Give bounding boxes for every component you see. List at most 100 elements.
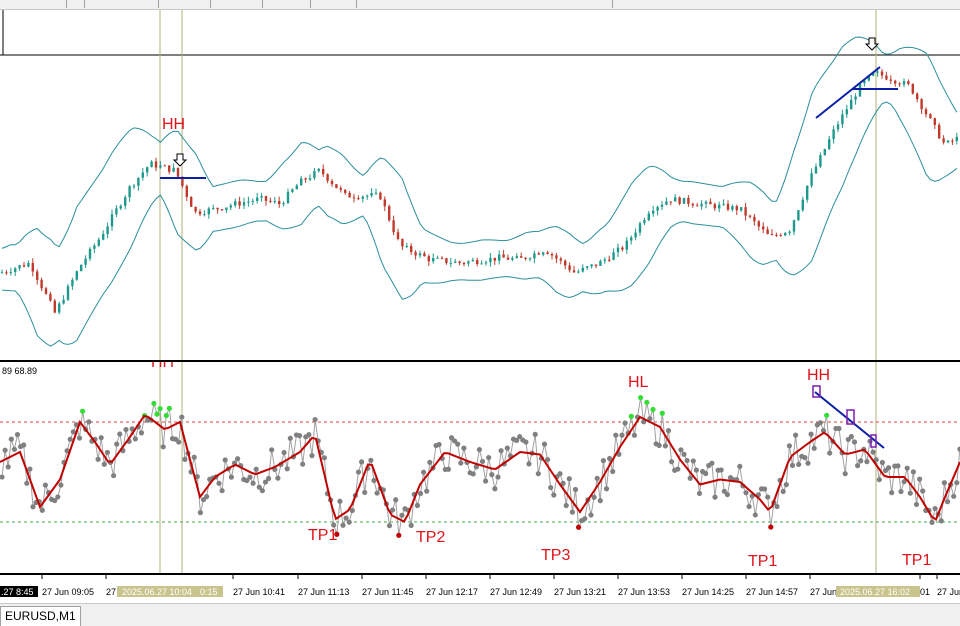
candle-body [850, 99, 853, 110]
rsi-point [768, 524, 774, 530]
rsi-point [610, 468, 616, 475]
rsi-point [824, 412, 830, 418]
candle-body [665, 201, 668, 205]
rsi-point [802, 455, 808, 461]
rsi-marker-box [812, 385, 821, 398]
rsi-point [492, 486, 498, 492]
rsi-hh-label-2: HH [807, 367, 830, 384]
rsi-point [889, 490, 895, 496]
rsi-point [932, 505, 938, 512]
toolbar-separator [262, 0, 263, 8]
rsi-point [228, 474, 234, 480]
rsi-point [709, 460, 715, 466]
candle-body [489, 257, 492, 263]
rsi-point [55, 494, 61, 500]
rsi-point [514, 437, 520, 443]
rsi-point [337, 498, 343, 504]
rsi-tp3-label: TP3 [541, 547, 570, 564]
cursor2-time-bg [836, 586, 920, 597]
candle-body [700, 203, 703, 207]
rsi-point [848, 433, 855, 440]
rsi-point [796, 461, 802, 468]
price-chart-pane[interactable]: HH [0, 10, 960, 362]
candle-body [75, 271, 78, 280]
candle-body [740, 207, 743, 211]
candle-body [5, 272, 8, 274]
rsi-point [572, 486, 579, 493]
candle-body [920, 99, 923, 110]
rsi-point [675, 466, 681, 472]
rsi-indicator-pane[interactable]: HH HL HH TP1 TP2 TP3 TP1 TP1 89 68.89 [0, 354, 960, 573]
rsi-point [820, 427, 827, 434]
candle-body [753, 216, 756, 222]
rsi-point [541, 441, 548, 447]
candle-body [493, 257, 496, 261]
candle-body [894, 80, 897, 84]
candle-body [198, 211, 202, 215]
rsi-point [569, 509, 576, 515]
rsi-point [746, 503, 752, 510]
candle-body [251, 200, 254, 202]
price-chart-svg[interactable]: HH [0, 10, 960, 360]
candle-body [66, 286, 70, 300]
rsi-point [204, 494, 210, 500]
candle-body [572, 270, 576, 273]
candle-body [300, 178, 303, 186]
chart-tab-bar: EURUSD,M1 [0, 603, 960, 626]
rsi-point [684, 457, 690, 464]
candle-body [414, 252, 417, 256]
candle-body [335, 184, 338, 189]
candle-body [599, 261, 602, 266]
candle-body [339, 188, 342, 190]
candle-body [462, 263, 466, 265]
candle-body [308, 178, 312, 180]
candle-body [405, 245, 408, 247]
rsi-point [349, 507, 355, 514]
candle-body [484, 262, 488, 264]
time-axis: 27 Jun 09:05 27 27 Jun 10:41 27 Jun 11:13 27… [0, 573, 960, 605]
rsi-point [306, 432, 312, 438]
rsi-point [86, 419, 92, 425]
candle-body [410, 245, 413, 253]
candle-body [722, 203, 725, 205]
candle-body [185, 186, 188, 197]
rsi-point [548, 484, 554, 491]
candle-body [863, 80, 866, 84]
candle-body [352, 197, 356, 199]
candle-body [163, 165, 166, 167]
candle-body [278, 201, 281, 205]
axis-tick-label: 27 Jun 12:49 [490, 587, 542, 597]
axis-tick-label: 27 Jun 10:41 [233, 587, 285, 597]
rsi-point [399, 512, 405, 518]
rsi-point [910, 469, 917, 475]
rsi-point [191, 454, 197, 460]
candle-body [880, 71, 884, 76]
rsi-point [346, 519, 352, 525]
rsi-point [157, 405, 163, 412]
rsi-point [64, 448, 70, 454]
rsi-point [696, 490, 703, 497]
candle-body [119, 205, 122, 209]
rsi-point [687, 475, 693, 481]
rsi-point [247, 474, 253, 480]
candle-body [498, 254, 501, 261]
rsi-point [163, 412, 169, 419]
rsi-point [873, 457, 879, 463]
rsi-point [944, 499, 951, 505]
rsi-point [476, 446, 482, 453]
symbol-tab[interactable]: EURUSD,M1 [0, 606, 81, 626]
candle-body [396, 232, 400, 240]
candle-body [744, 207, 747, 216]
rsi-point [95, 456, 101, 462]
rsi-point [665, 428, 672, 434]
rsi-point [669, 459, 675, 465]
rsi-point [951, 493, 957, 499]
rsi-point [262, 479, 269, 485]
rsi-chart-svg[interactable]: HH HL HH TP1 TP2 TP3 TP1 TP1 [0, 354, 960, 573]
rsi-point [393, 497, 399, 503]
candle-body [502, 254, 505, 258]
candle-body [577, 271, 580, 273]
rsi-point [2, 447, 8, 453]
candle-body [40, 279, 43, 289]
rsi-point [737, 463, 743, 469]
